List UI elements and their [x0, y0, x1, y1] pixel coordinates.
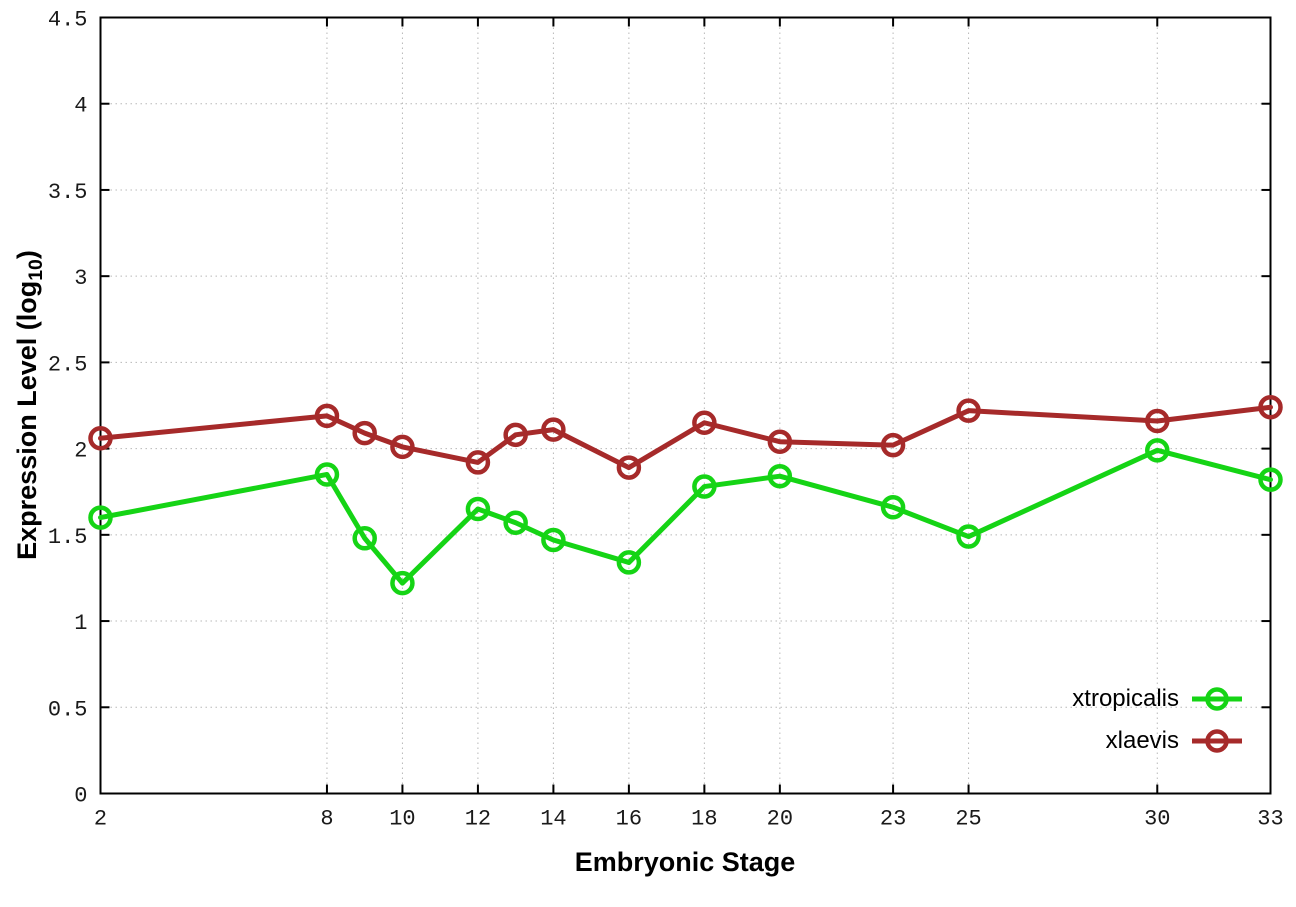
y-axis-label-subscript: 10: [25, 259, 48, 281]
data-point-xlaevis: [956, 398, 981, 423]
data-point-xlaevis: [1145, 408, 1170, 434]
y-tick-label: 4: [74, 94, 87, 119]
legend-item-xtropicalis: xtropicalis: [1072, 680, 1243, 718]
x-tick-label: 8: [320, 807, 333, 832]
data-point-xtropicalis: [880, 494, 906, 520]
data-point-xtropicalis: [390, 570, 415, 596]
y-tick-label: 3.5: [48, 180, 88, 205]
data-point-xtropicalis: [88, 505, 113, 530]
data-point-xtropicalis: [352, 526, 377, 551]
x-tick-label: 23: [880, 807, 906, 832]
data-point-xtropicalis: [503, 510, 528, 536]
x-tick-label: 12: [465, 807, 491, 832]
legend: xtropicalis xlaevis: [1072, 680, 1243, 760]
x-tick-label: 30: [1144, 807, 1170, 832]
y-tick-label: 0.5: [48, 697, 88, 722]
data-point-xlaevis: [880, 432, 906, 458]
data-point-xtropicalis: [1145, 438, 1170, 463]
y-axis-label-prefix: Expression Level (log: [11, 280, 42, 560]
x-tick-label: 18: [691, 807, 717, 832]
x-tick-label: 25: [955, 807, 981, 832]
legend-item-xlaevis: xlaevis: [1106, 722, 1243, 760]
legend-label-xlaevis: xlaevis: [1105, 727, 1179, 754]
data-point-xtropicalis: [541, 527, 566, 553]
legend-marker-xtropicalis-icon: [1192, 687, 1242, 711]
series-line-xlaevis: [98, 404, 1273, 471]
data-point-xlaevis: [541, 417, 566, 442]
legend-label-xtropicalis: xtropicalis: [1072, 685, 1179, 712]
data-point-xlaevis: [88, 426, 113, 451]
data-point-xlaevis: [692, 410, 717, 435]
y-tick-label: 3: [74, 266, 87, 291]
y-tick-label: 1.5: [48, 525, 88, 550]
y-axis-label: Expression Level (log10): [12, 250, 48, 560]
data-point-xlaevis: [465, 450, 491, 475]
y-tick-label: 2.5: [48, 352, 88, 377]
data-point-xlaevis: [616, 455, 642, 480]
y-tick-label: 0: [74, 784, 87, 809]
y-tick-label: 1: [74, 611, 87, 636]
x-tick-label: 10: [389, 807, 415, 832]
x-axis-label: Embryonic Stage: [574, 847, 796, 877]
y-tick-label: 4.5: [48, 8, 88, 33]
data-point-xtropicalis: [616, 550, 642, 575]
y-tick-label: 2: [74, 439, 87, 464]
data-point-xtropicalis: [314, 462, 340, 487]
legend-marker-xlaevis-icon: [1192, 729, 1242, 753]
data-point-xlaevis: [314, 403, 340, 429]
data-point-xtropicalis: [692, 474, 717, 499]
data-point-xlaevis: [1258, 394, 1283, 420]
x-tick-label: 2: [94, 807, 107, 832]
data-point-xtropicalis: [465, 496, 491, 522]
x-tick-label: 16: [616, 807, 642, 832]
data-point-xlaevis: [503, 422, 528, 448]
data-point-xlaevis: [352, 420, 377, 446]
data-point-xlaevis: [767, 429, 793, 454]
data-point-xtropicalis: [767, 463, 793, 489]
series-line-xtropicalis: [98, 447, 1273, 586]
x-tick-label: 20: [767, 807, 793, 832]
data-point-xtropicalis: [1258, 467, 1283, 492]
x-tick-label: 14: [540, 807, 566, 832]
y-axis-label-suffix: ): [11, 250, 42, 260]
data-point-xtropicalis: [956, 524, 981, 549]
x-tick-label: 33: [1257, 807, 1283, 832]
data-point-xlaevis: [390, 434, 415, 460]
